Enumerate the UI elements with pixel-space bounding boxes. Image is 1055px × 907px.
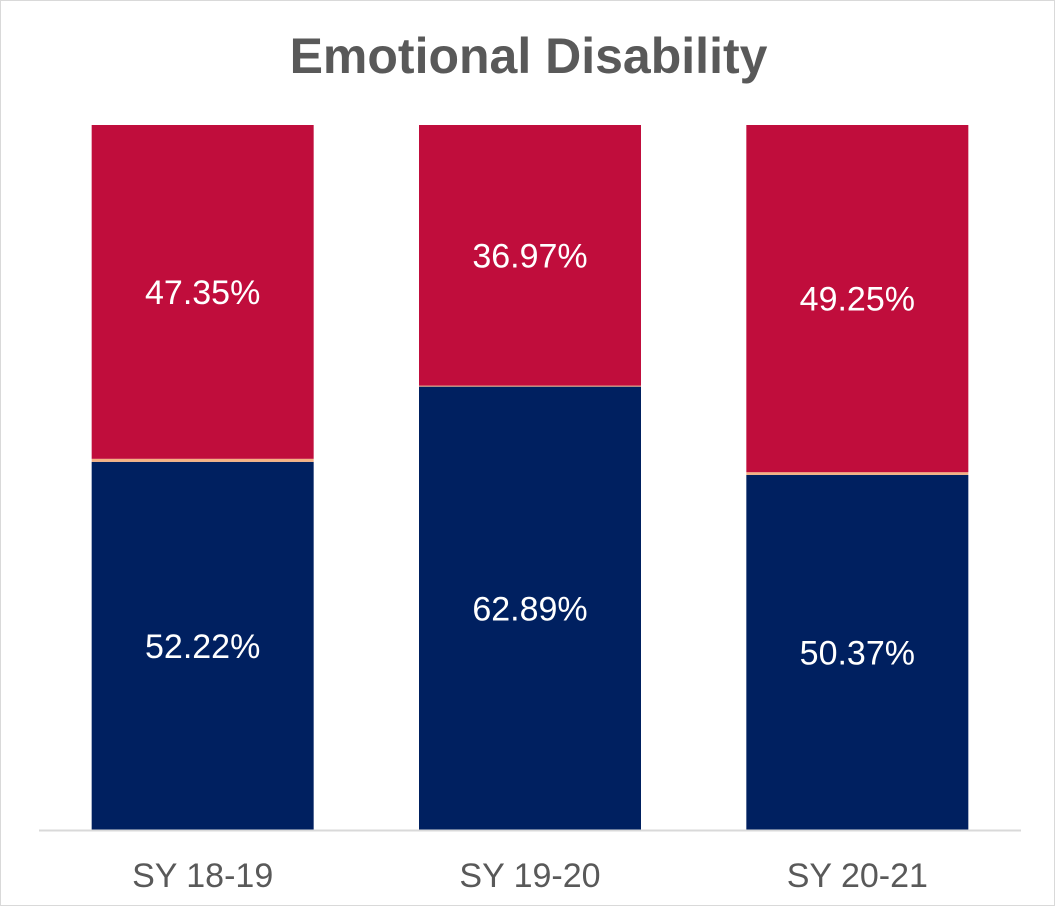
data-label-2-0: 47.35% — [145, 274, 260, 312]
bar-segment-2-0 — [91, 125, 314, 459]
bar-segment-2-2 — [746, 125, 969, 473]
x-tick-label-2: SY 20-21 — [787, 857, 928, 895]
data-label-0-2: 50.37% — [800, 634, 915, 672]
bar-segment-1-0 — [91, 458, 314, 462]
bar-segment-0-0 — [91, 461, 314, 830]
x-tick-label-1: SY 19-20 — [459, 857, 600, 895]
bar-segment-1-1 — [419, 385, 641, 387]
bar-segment-1-2 — [746, 472, 969, 475]
bar-segment-0-1 — [419, 386, 641, 830]
x-tick-label-0: SY 18-19 — [132, 857, 273, 895]
data-label-0-1: 62.89% — [472, 590, 587, 628]
bar-segment-0-2 — [746, 474, 969, 830]
data-label-0-0: 52.22% — [145, 628, 260, 666]
chart-title: Emotional Disability — [289, 28, 768, 84]
data-label-2-2: 49.25% — [800, 281, 915, 319]
bar-segment-2-1 — [419, 125, 641, 386]
data-label-2-1: 36.97% — [472, 237, 587, 275]
